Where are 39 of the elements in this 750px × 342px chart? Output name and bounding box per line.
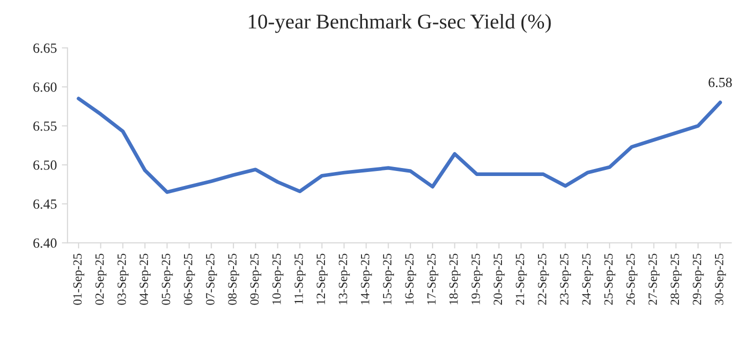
x-tick-label: 27-Sep-25 (648, 254, 660, 305)
x-tick-label: 24-Sep-25 (582, 254, 594, 305)
x-tick-label: 02-Sep-25 (95, 254, 106, 305)
x-tick-label: 22-Sep-25 (538, 254, 549, 305)
x-tick-label: 09-Sep-25 (250, 254, 262, 305)
x-tick-label: 05-Sep-25 (162, 254, 173, 305)
x-tick-label: 06-Sep-25 (184, 254, 195, 305)
x-tick-label: 08-Sep-25 (228, 254, 240, 305)
x-tick-label: 04-Sep-25 (140, 254, 151, 305)
x-tick-label: 29-Sep-25 (692, 254, 704, 305)
x-tick-label: 16-Sep-25 (405, 254, 416, 304)
x-tick-label: 17-Sep-25 (427, 254, 438, 304)
x-tick-label: 21-Sep-25 (516, 254, 527, 305)
x-tick-label: 12-Sep-25 (316, 254, 328, 304)
chart-title: 10-year Benchmark G-sec Yield (%) (248, 14, 551, 33)
x-tick-label: 03-Sep-25 (118, 254, 128, 305)
y-tick-label: 6.60 (33, 82, 57, 92)
x-tick-label: 26-Sep-25 (626, 254, 638, 305)
data-label: 6.58 (708, 78, 732, 88)
x-tick-label: 01-Sep-25 (73, 254, 84, 305)
y-tick-label: 6.55 (33, 121, 57, 131)
x-tick-label: 13-Sep-25 (338, 254, 350, 304)
line-series (76, 96, 722, 194)
x-tick-label: 23-Sep-25 (560, 254, 571, 305)
x-tick-label: 19-Sep-25 (472, 254, 482, 304)
x-tick-label: 10-Sep-25 (272, 254, 284, 304)
x-tick-label: 07-Sep-25 (206, 254, 217, 305)
x-tick-label: 20-Sep-25 (494, 254, 505, 305)
x-tick-label: 30-Sep-25 (714, 254, 726, 305)
y-tick-label: 6.45 (33, 199, 57, 209)
x-tick-label: 28-Sep-25 (670, 254, 682, 305)
y-tick-label: 6.50 (33, 160, 57, 170)
x-tick-label: 25-Sep-25 (604, 254, 616, 305)
x-tick-label: 11-Sep-25 (294, 254, 306, 304)
x-tick-label: 15-Sep-25 (383, 254, 394, 304)
x-tick-label: 14-Sep-25 (360, 254, 372, 304)
x-tick-label: 18-Sep-25 (449, 254, 460, 304)
y-tick-label: 6.65 (33, 44, 57, 53)
y-tick-label: 6.40 (33, 238, 57, 248)
